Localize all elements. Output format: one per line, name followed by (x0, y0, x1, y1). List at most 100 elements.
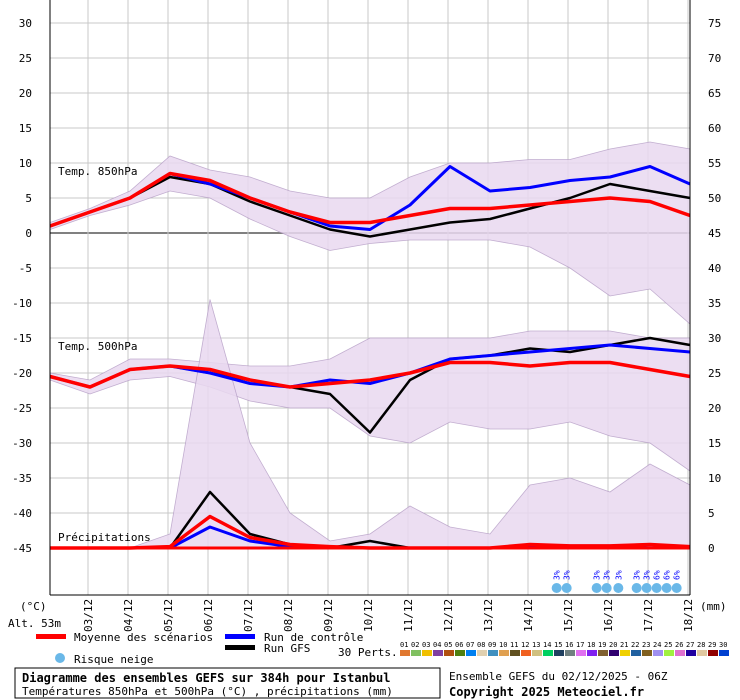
pert-swatch (411, 650, 421, 656)
pert-label: 11 (510, 641, 518, 649)
right-tick-label: 0 (708, 542, 715, 555)
left-tick-label: -45 (12, 542, 32, 555)
left-tick-label: 15 (19, 122, 32, 135)
left-tick-label: -15 (12, 332, 32, 345)
snow-risk-label: 3% (593, 570, 602, 580)
snow-risk-label: 3% (614, 570, 623, 580)
run-info: Ensemble GEFS du 02/12/2025 - 06Z (449, 670, 668, 683)
perturbation-legend: 01 02 03 04 05 06 07 08 09 10 11 12 13 14 15 16 17 18 19 20… (400, 641, 729, 656)
pert-swatch (488, 650, 498, 656)
right-tick-label: 20 (708, 402, 721, 415)
label-precip: Précipitations (58, 531, 151, 544)
t850-mean-line (49, 171, 691, 228)
pert-swatch (675, 650, 685, 656)
pert-label: 17 (576, 641, 584, 649)
label-t850: Temp. 850hPa (58, 165, 137, 178)
pert-label: 20 (609, 641, 617, 649)
pert-label: 08 (477, 641, 485, 649)
left-tick-label: 0 (25, 227, 32, 240)
pert-swatch (719, 650, 729, 656)
right-tick-label: 75 (708, 17, 721, 30)
pert-label: 19 (598, 641, 606, 649)
x-tick-label: 18/12 (682, 599, 695, 632)
pert-swatch (708, 650, 718, 656)
snow-risk-label: 3% (643, 570, 652, 580)
left-tick-label: -20 (12, 367, 32, 380)
snow-risk-label: 3% (563, 570, 572, 580)
legend-perts: 30 Perts. (338, 646, 398, 659)
right-tick-label: 60 (708, 122, 721, 135)
snow-risk-label: 6% (653, 570, 662, 580)
snowflake-icon (55, 653, 65, 663)
pert-label: 02 (411, 641, 419, 649)
x-tick-label: 04/12 (122, 599, 135, 632)
pert-label: 26 (675, 641, 683, 649)
right-unit: (mm) (700, 600, 727, 613)
right-tick-label: 55 (708, 157, 721, 170)
snowflake-icon (591, 583, 602, 593)
x-tick-label: 17/12 (642, 599, 655, 632)
t850-gfs-line (49, 175, 691, 238)
pert-swatch (521, 650, 531, 656)
pert-swatch (642, 650, 652, 656)
snowflake-icon (613, 583, 624, 593)
pert-swatch (576, 650, 586, 656)
snowflake-icon (671, 583, 682, 593)
left-unit: (°C) (20, 600, 47, 613)
pert-swatch (587, 650, 597, 656)
snowflake-icon (651, 583, 662, 593)
pert-label: 30 (719, 641, 727, 649)
right-tick-label: 25 (708, 367, 721, 380)
x-tick-label: 14/12 (522, 599, 535, 632)
snow-risk-label: 6% (663, 570, 672, 580)
pert-swatch (598, 650, 608, 656)
left-tick-label: 20 (19, 87, 32, 100)
series-lines (49, 165, 691, 550)
pert-swatch (620, 650, 630, 656)
right-tick-label: 35 (708, 297, 721, 310)
legend-gfs-swatch (225, 645, 255, 650)
pert-swatch (664, 650, 674, 656)
legend-control-swatch (225, 634, 255, 639)
pert-swatch (609, 650, 619, 656)
pert-swatch (686, 650, 696, 656)
x-tick-label: 07/12 (242, 599, 255, 632)
pert-label: 04 (433, 641, 441, 649)
pert-swatch (466, 650, 476, 656)
left-tick-label: 30 (19, 17, 32, 30)
snow-risk-label: 3% (603, 570, 612, 580)
pert-swatch (422, 650, 432, 656)
pert-label: 18 (587, 641, 595, 649)
x-tick-label: 11/12 (402, 599, 415, 632)
snowflake-icon (661, 583, 672, 593)
pert-label: 13 (532, 641, 540, 649)
x-tick-label: 03/12 (82, 599, 95, 632)
left-tick-label: 25 (19, 52, 32, 65)
left-tick-label: 10 (19, 157, 32, 170)
pert-label: 03 (422, 641, 430, 649)
right-tick-label: 30 (708, 332, 721, 345)
x-tick-label: 09/12 (322, 599, 335, 632)
pert-swatch (455, 650, 465, 656)
pert-swatch (631, 650, 641, 656)
pert-swatch (433, 650, 443, 656)
left-tick-label: -35 (12, 472, 32, 485)
left-tick-label: -40 (12, 507, 32, 520)
pert-label: 24 (653, 641, 661, 649)
right-tick-label: 15 (708, 437, 721, 450)
pert-label: 22 (631, 641, 639, 649)
snowflake-icon (551, 583, 562, 593)
pert-swatch (697, 650, 707, 656)
right-tick-label: 70 (708, 52, 721, 65)
pert-swatch (510, 650, 520, 656)
x-tick-label: 10/12 (362, 599, 375, 632)
right-tick-label: 50 (708, 192, 721, 205)
snowflake-icon (641, 583, 652, 593)
snow-risk-label: 3% (553, 570, 562, 580)
pert-swatch (477, 650, 487, 656)
right-tick-label: 40 (708, 262, 721, 275)
pert-label: 23 (642, 641, 650, 649)
legend-mean-swatch (36, 634, 66, 639)
pert-label: 09 (488, 641, 496, 649)
